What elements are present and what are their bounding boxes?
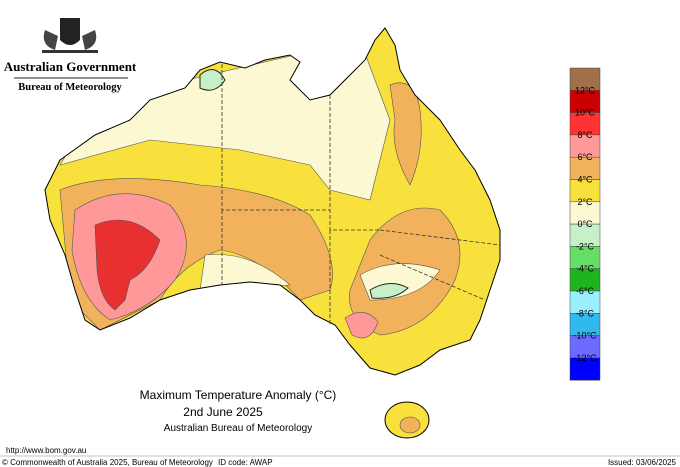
legend-label: 8°C bbox=[577, 130, 593, 140]
coat-of-arms bbox=[42, 18, 98, 53]
legend-label: 6°C bbox=[577, 152, 593, 162]
legend-label: -8°C bbox=[576, 308, 595, 318]
legend-label: 12°C bbox=[575, 85, 596, 95]
legend-label: -6°C bbox=[576, 286, 595, 296]
id-code: ID code: AWAP bbox=[218, 458, 273, 467]
legend-label: -10°C bbox=[573, 331, 597, 341]
legend-label: 10°C bbox=[575, 108, 596, 118]
legend-label: 0°C bbox=[577, 219, 593, 229]
legend: 12°C 10°C 8°C 6°C 4°C 2°C 0°C -2°C -4°C -6°C -8°C -… bbox=[569, 67, 601, 381]
legend-label: -12°C bbox=[573, 353, 597, 363]
copyright: © Commonwealth of Australia 2025, Bureau… bbox=[2, 458, 213, 467]
url: http://www.bom.gov.au bbox=[6, 446, 86, 455]
government-name: Australian Government bbox=[4, 59, 137, 74]
legend-label: -4°C bbox=[576, 264, 595, 274]
map-title: Maximum Temperature Anomaly (°C) bbox=[140, 388, 337, 402]
coastline bbox=[44, 27, 501, 439]
state-borders bbox=[221, 64, 501, 325]
legend-label: -2°C bbox=[576, 241, 595, 251]
legend-label: 2°C bbox=[577, 197, 593, 207]
legend-swatch bbox=[569, 357, 601, 381]
legend-label: 4°C bbox=[577, 175, 593, 185]
map-date: 2nd June 2025 bbox=[183, 405, 263, 419]
map-source: Australian Bureau of Meteorology bbox=[164, 423, 312, 434]
issued: Issued: 03/06/2025 bbox=[608, 458, 677, 467]
agency-name: Bureau of Meteorology bbox=[18, 82, 122, 93]
